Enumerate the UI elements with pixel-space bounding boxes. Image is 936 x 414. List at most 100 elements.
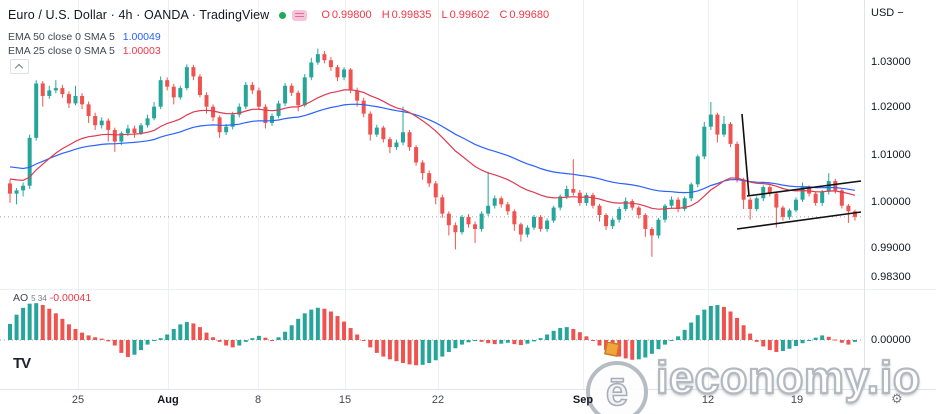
ao-bar (322, 308, 327, 340)
ao-indicator-row[interactable]: AO 5 34 -0.00041 (13, 292, 91, 304)
chart-header: Euro / U.S. Dollar · 4h · OANDA · Tradin… (8, 6, 556, 24)
indicator-row-ema50[interactable]: EMA 50 close 0 SMA 5 1.00049 (8, 31, 161, 43)
candle (440, 197, 445, 214)
candle (315, 54, 320, 63)
candle (741, 179, 746, 200)
ao-bar (741, 325, 746, 340)
time-tick-label: 12 (701, 394, 715, 406)
candle (401, 132, 405, 143)
low-label: L (441, 9, 448, 21)
ao-bar (754, 340, 759, 342)
candle (211, 106, 216, 118)
ao-bar (73, 328, 78, 340)
candle (302, 77, 307, 106)
flag-icon[interactable] (292, 9, 308, 21)
candle (73, 95, 78, 104)
ao-bar (427, 340, 432, 363)
ao-bar (80, 332, 85, 340)
time-tick-label: 19 (790, 394, 804, 406)
ema25-label: EMA 25 close 0 SMA 5 (8, 45, 115, 57)
candle (689, 184, 694, 199)
ao-bar (256, 335, 261, 340)
candle (617, 208, 622, 220)
candle (381, 127, 386, 140)
candle (584, 195, 589, 203)
candle (512, 211, 517, 225)
ao-bar (335, 316, 340, 340)
ao-bar (158, 338, 163, 340)
ao-bar (355, 334, 360, 340)
price-tick-label: 1.03000 (871, 56, 911, 68)
price-tick-label: 0.98300 (871, 271, 911, 283)
candle (394, 142, 399, 148)
ao-bar (119, 340, 124, 353)
ao-bar (296, 318, 301, 340)
tradingview-logo[interactable]: TV (13, 355, 31, 372)
candle (322, 54, 327, 61)
ao-bar (8, 323, 12, 340)
ao-bar (270, 340, 274, 341)
ao-bar (224, 340, 229, 346)
ao-bar (93, 337, 98, 340)
indicator-row-ema25[interactable]: EMA 25 close 0 SMA 5 1.00003 (8, 45, 161, 57)
ao-bar (368, 340, 373, 348)
candle (14, 190, 19, 194)
candle (152, 106, 157, 119)
candle (532, 216, 536, 228)
candle (545, 220, 550, 229)
ao-bar (302, 313, 307, 340)
ao-bar (774, 340, 779, 352)
ao-bar (571, 328, 576, 340)
candle (374, 127, 379, 135)
candle (243, 84, 248, 107)
candle (66, 94, 71, 104)
candle (826, 181, 831, 192)
ao-value: -0.00041 (49, 292, 92, 304)
candle (335, 67, 340, 78)
price-axis-currency[interactable]: USD − (871, 7, 904, 19)
ao-bar (486, 340, 491, 344)
candle (86, 104, 91, 116)
ao-bar (702, 309, 707, 340)
ao-bar (243, 340, 248, 342)
candle (263, 106, 268, 123)
ao-bar (761, 340, 766, 347)
candle (551, 207, 556, 221)
open-value: 0.99800 (331, 9, 372, 21)
ao-bar (649, 340, 654, 354)
gear-icon[interactable]: ⚙ (891, 391, 903, 406)
candle (446, 213, 451, 226)
symbol-title[interactable]: Euro / U.S. Dollar · 4h · OANDA · Tradin… (8, 8, 270, 22)
candle (237, 106, 242, 115)
ao-bar (636, 340, 641, 360)
candle (748, 199, 753, 209)
candle (813, 193, 818, 203)
candle (538, 216, 543, 229)
trendline[interactable] (741, 113, 750, 197)
trendline[interactable] (746, 180, 862, 197)
candle (761, 187, 766, 199)
ao-label: AO (13, 292, 29, 304)
collapse-indicators-button[interactable] (10, 59, 29, 74)
price-tick-label: 0.99000 (871, 242, 911, 254)
candle (505, 204, 510, 212)
candle (728, 123, 733, 144)
ao-bar (381, 340, 386, 357)
ao-bar (394, 340, 399, 362)
ao-bar (715, 305, 720, 340)
ao-bar (66, 324, 71, 340)
candle (40, 83, 45, 96)
time-tick-label: Sep (572, 394, 594, 406)
trendline[interactable] (736, 211, 862, 230)
price-tick-label: 1.00000 (871, 196, 911, 208)
candle (466, 216, 471, 225)
candle (165, 80, 170, 87)
ema25-value: 1.00003 (122, 45, 161, 57)
ao-bar (14, 314, 19, 340)
candle (270, 115, 274, 123)
ao-bar (283, 331, 288, 340)
ao-bar (695, 315, 700, 340)
ohlc-values: O 0.99800 H 0.99835 L 0.99602 C 0.99680 (321, 9, 556, 21)
ao-bar (53, 313, 58, 340)
